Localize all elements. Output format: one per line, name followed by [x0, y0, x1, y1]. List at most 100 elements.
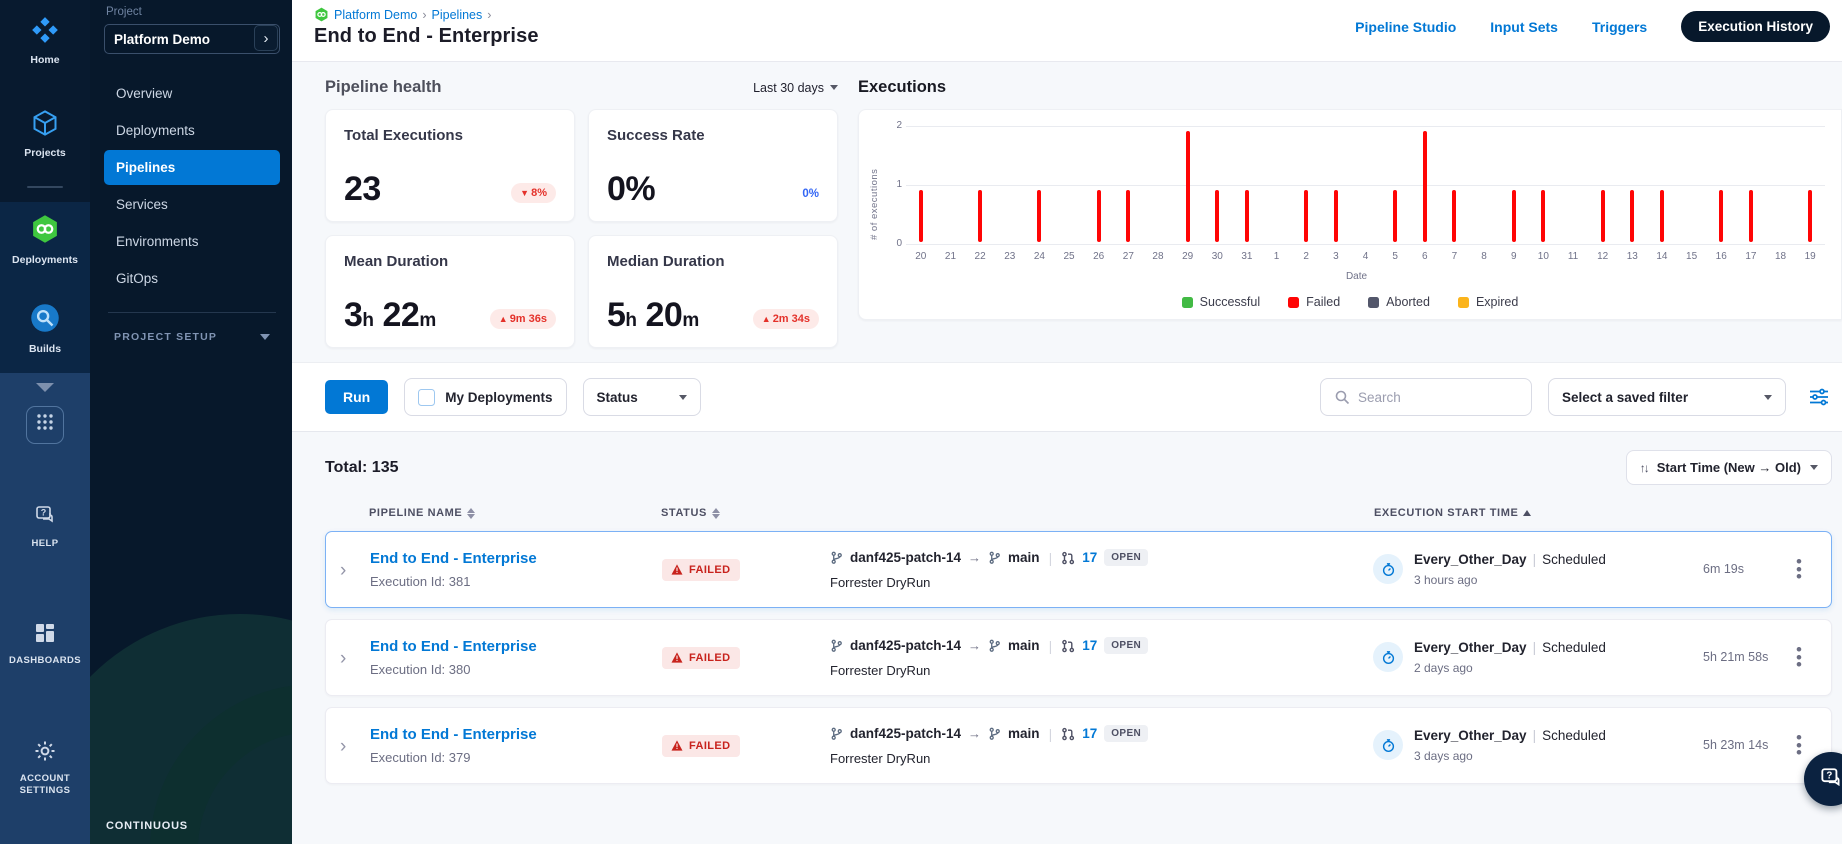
chart-xtick: 31	[1241, 251, 1253, 262]
arrow-right-icon: →	[968, 550, 982, 565]
sort-icon	[711, 507, 720, 519]
svg-text:?: ?	[41, 507, 47, 517]
tab-execution-history[interactable]: Execution History	[1681, 11, 1830, 42]
chart-xtick: 27	[1122, 251, 1134, 262]
sort-dropdown[interactable]: ↑↓ Start Time (New → Old)	[1625, 450, 1832, 485]
git-branch-icon	[988, 551, 1001, 564]
execution-row[interactable]: › End to End - Enterprise Execution Id: …	[325, 619, 1832, 696]
row-menu-kebab[interactable]: • • •	[1796, 728, 1802, 763]
sidebar-item-overview[interactable]: Overview	[116, 86, 173, 101]
chart-bar-failed	[1185, 131, 1190, 242]
project-sidebar: › Project Platform Demo › OverviewDeploy…	[90, 0, 292, 844]
my-deployments-checkbox[interactable]	[418, 388, 436, 406]
source-branch: danf425-patch-14	[850, 550, 962, 565]
table-header: PIPELINE NAME STATUS EXECUTION START TIM…	[325, 507, 1832, 519]
status-dropdown[interactable]: Status	[582, 378, 701, 416]
sidebar-item-environments[interactable]: Environments	[116, 234, 199, 249]
chart-xtick: 22	[974, 251, 986, 262]
rail-item-builds[interactable]: Builds	[0, 291, 90, 372]
breadcrumb-pipelines[interactable]: Pipelines	[431, 7, 483, 22]
chart-xtick: 13	[1626, 251, 1638, 262]
column-pipeline-name[interactable]: PIPELINE NAME	[369, 507, 661, 519]
project-section-label: Project	[106, 6, 142, 18]
help-icon: ?	[33, 504, 57, 533]
legend-item-aborted[interactable]: Aborted	[1368, 295, 1430, 309]
sidebar-item-gitops[interactable]: GitOps	[116, 271, 159, 286]
rail-item-projects[interactable]: Projects	[0, 97, 90, 172]
sidebar-item-pipelines[interactable]: Pipelines	[104, 150, 280, 185]
chart-bar-failed	[1808, 190, 1813, 242]
rail-item-help[interactable]: ? HELP	[0, 492, 90, 562]
chart-gridline	[906, 244, 1825, 245]
rail-item-deployments[interactable]: Deployments	[0, 202, 90, 279]
chart-xtick: 18	[1774, 251, 1787, 262]
breadcrumb-platform-demo[interactable]: Platform Demo	[334, 7, 418, 22]
pr-number-link[interactable]: 17	[1082, 638, 1098, 653]
expand-row-chevron[interactable]: ›	[340, 735, 347, 757]
tab-input-sets[interactable]: Input Sets	[1490, 18, 1558, 35]
time-range-dropdown[interactable]: Last 30 days	[753, 81, 838, 95]
rail-item-account-settings[interactable]: ACCOUNT SETTINGS	[0, 727, 90, 809]
time-ago: 2 days ago	[1414, 661, 1473, 675]
apps-grid-button[interactable]	[26, 405, 64, 444]
chart-xtick: 24	[1033, 251, 1045, 262]
pr-number-link[interactable]: 17	[1082, 550, 1098, 565]
projects-icon	[31, 109, 59, 142]
rail-item-dashboards[interactable]: DASHBOARDS	[0, 609, 90, 679]
apps-grid-icon	[36, 413, 54, 436]
chart-xtick: 20	[915, 251, 927, 262]
legend-item-successful[interactable]: Successful	[1181, 295, 1260, 309]
scheduled-trigger-icon	[1373, 642, 1403, 672]
search-input[interactable]	[1358, 389, 1508, 405]
tab-triggers[interactable]: Triggers	[1591, 18, 1648, 35]
chart-ytick: 0	[896, 238, 902, 249]
pipeline-name-link[interactable]: End to End - Enterprise	[370, 550, 537, 567]
run-button[interactable]: Run	[325, 380, 389, 414]
target-branch: main	[1008, 638, 1040, 653]
pipeline-name-link[interactable]: End to End - Enterprise	[370, 638, 537, 655]
builds-icon	[30, 303, 60, 338]
chart-xtick: 4	[1362, 251, 1369, 262]
filter-settings-icon[interactable]	[1808, 387, 1830, 407]
pr-title: Forrester DryRun	[830, 663, 931, 678]
execution-row[interactable]: › End to End - Enterprise Execution Id: …	[325, 707, 1832, 784]
column-execution-start-time[interactable]: EXECUTION START TIME	[1374, 507, 1704, 519]
sidebar-item-deployments[interactable]: Deployments	[116, 123, 195, 138]
execution-row[interactable]: › End to End - Enterprise Execution Id: …	[325, 531, 1832, 608]
legend-item-expired[interactable]: Expired	[1457, 295, 1518, 309]
sidebar-collapse-button[interactable]: ›	[254, 25, 278, 51]
divider: |	[1048, 725, 1053, 742]
rail-item-home[interactable]: Home	[0, 4, 90, 79]
success-rate-value: 0%	[607, 170, 656, 208]
expand-row-chevron[interactable]: ›	[340, 647, 347, 669]
sidebar-item-services[interactable]: Services	[116, 197, 168, 212]
rail-label: Builds	[28, 343, 62, 356]
help-chat-button[interactable]: ?	[1804, 752, 1842, 806]
row-menu-kebab[interactable]: • • •	[1796, 640, 1802, 675]
git-branch-icon	[988, 639, 1001, 652]
expand-row-chevron[interactable]: ›	[340, 559, 347, 581]
rail-collapse-chevron-icon[interactable]	[36, 382, 54, 392]
my-deployments-toggle[interactable]: My Deployments	[404, 378, 567, 416]
chevron-down-icon	[1810, 465, 1818, 470]
status-badge: FAILED	[662, 734, 740, 757]
pipeline-name-link[interactable]: End to End - Enterprise	[370, 726, 537, 743]
row-menu-kebab[interactable]: • • •	[1796, 552, 1802, 587]
project-setup-toggle[interactable]: PROJECT SETUP	[104, 327, 280, 347]
chart-bar-failed	[1659, 190, 1664, 242]
tab-pipeline-studio[interactable]: Pipeline Studio	[1355, 18, 1457, 35]
legend-swatch	[1288, 296, 1300, 308]
chevron-down-icon	[260, 334, 270, 340]
chart-xlabel: Date	[1345, 271, 1368, 282]
search-box[interactable]	[1320, 378, 1532, 416]
chart-xtick: 30	[1211, 251, 1223, 262]
saved-filter-dropdown[interactable]: Select a saved filter	[1548, 378, 1786, 416]
chart-bar-failed	[1748, 190, 1753, 242]
chevron-down-icon	[1764, 394, 1772, 400]
pr-number-link[interactable]: 17	[1082, 726, 1098, 741]
legend-item-failed[interactable]: Failed	[1288, 295, 1340, 309]
chart-bar-failed	[1511, 190, 1516, 242]
column-status[interactable]: STATUS	[661, 507, 829, 519]
